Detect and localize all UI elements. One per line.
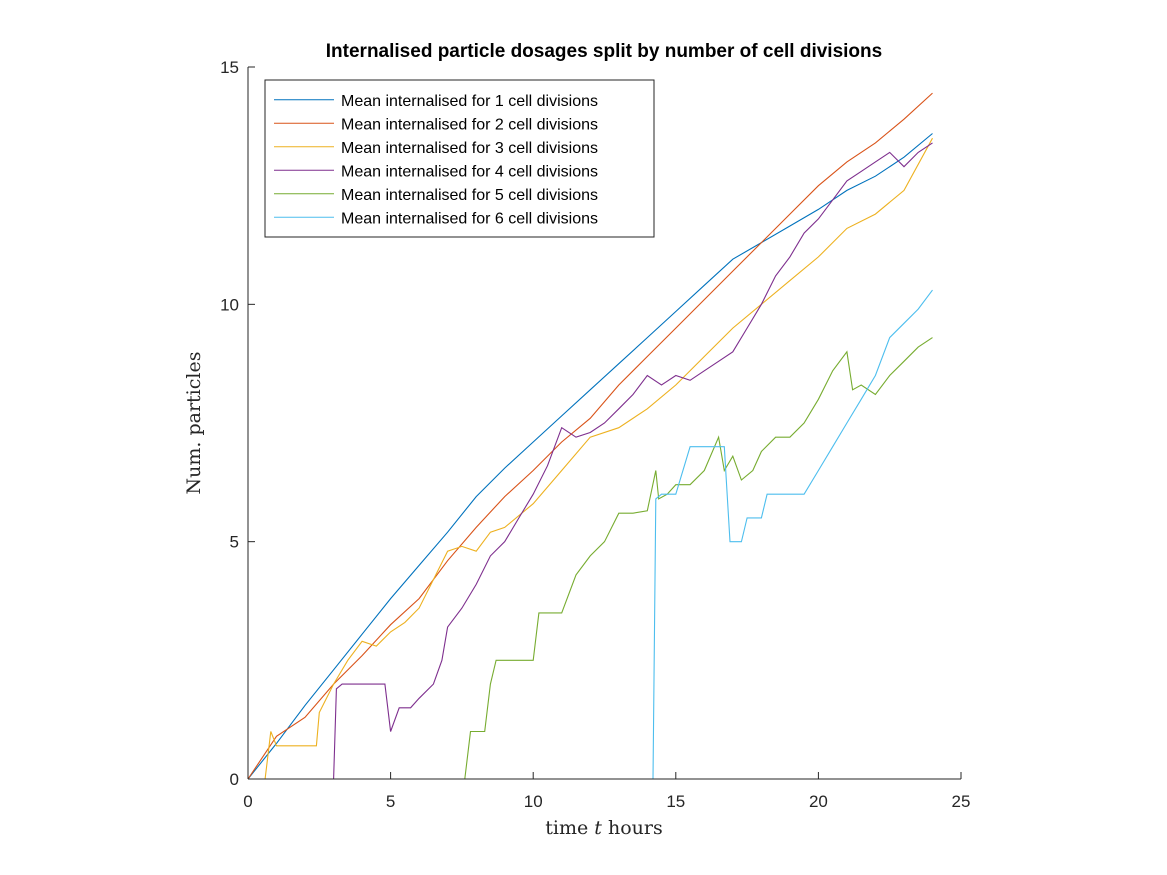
x-tick-label: 5 (386, 792, 395, 811)
series-line-3 (248, 137, 933, 780)
x-tick-label: 20 (809, 792, 828, 811)
legend-label: Mean internalised for 5 cell divisions (341, 187, 598, 204)
series-line-5 (248, 337, 933, 780)
x-tick-label: 10 (524, 792, 543, 811)
y-axis-label: Num. particles (183, 352, 205, 495)
x-tick-label: 15 (666, 792, 685, 811)
series-line-4 (248, 142, 933, 780)
y-tick-label: 5 (230, 533, 239, 552)
axes: 0 5 10 15 20 25 0 5 10 15 (220, 58, 970, 811)
legend-label: Mean internalised for 6 cell divisions (341, 210, 598, 227)
y-tick-label: 15 (220, 58, 239, 77)
y-tick-label: 10 (220, 295, 239, 314)
x-tick-label: 0 (243, 792, 252, 811)
legend-label: Mean internalised for 2 cell divisions (341, 116, 598, 133)
legend-label: Mean internalised for 3 cell divisions (341, 140, 598, 157)
x-axis-label-main: time (545, 817, 594, 839)
series-line-2 (247, 92, 933, 780)
legend-label: Mean internalised for 4 cell divisions (341, 163, 598, 180)
x-axis-label-unit: hours (602, 817, 663, 839)
legend-box (264, 79, 655, 238)
series-line-6 (248, 289, 933, 780)
legend-label: Mean internalised for 1 cell divisions (341, 93, 598, 110)
x-tick-label: 25 (952, 792, 971, 811)
legend: Mean internalised for 1 cell divisions Me… (264, 79, 655, 238)
x-axis-label: time t hours (545, 817, 662, 839)
series-line-1 (247, 133, 933, 780)
chart-title: Internalised particle dosages split by n… (326, 41, 882, 62)
x-axis-label-variable: t (594, 817, 602, 839)
y-tick-label: 0 (230, 770, 239, 789)
plot-area (247, 92, 933, 780)
